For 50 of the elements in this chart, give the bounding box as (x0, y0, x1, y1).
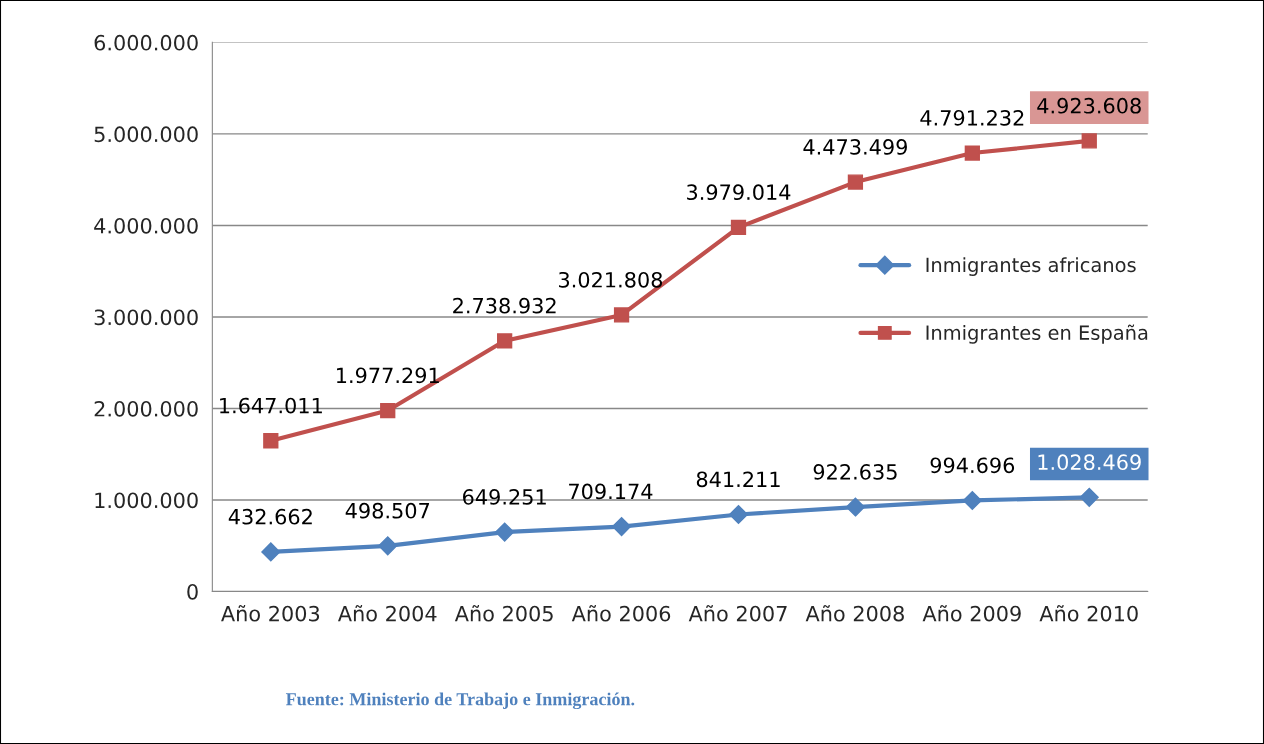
y-tick-label: 1.000.000 (95, 492, 198, 509)
data-label: 1.977.291 (337, 367, 439, 384)
y-tick-label: 6.000.000 (94, 34, 198, 51)
data-label: 1.028.469 (1038, 454, 1141, 471)
point (1079, 487, 1099, 507)
point (1081, 133, 1097, 149)
legend-label: Inmigrantes en España (926, 324, 1148, 344)
legend-label: Inmigrantes africanos (926, 257, 1136, 276)
data-label: 3.021.808 (559, 271, 663, 288)
x-tick-label: Año 2005 (454, 605, 553, 622)
data-label: 649.251 (463, 489, 546, 505)
point (730, 219, 747, 235)
point (378, 536, 398, 556)
x-tick-label: Año 2007 (688, 605, 787, 622)
point (612, 517, 632, 537)
point (847, 174, 864, 190)
data-label: 498.507 (345, 502, 430, 519)
x-tick-label: Año 2006 (571, 605, 671, 622)
point (613, 307, 630, 323)
y-tick-label: 4.000.000 (94, 217, 198, 234)
point (962, 490, 982, 510)
y-tick-label: 5.000.000 (94, 126, 198, 143)
x-tick-label: Año 2009 (922, 605, 1021, 622)
data-label: 2.738.932 (453, 297, 556, 314)
data-label: 841.211 (696, 471, 780, 488)
point (964, 145, 980, 161)
data-label: 1.647.011 (220, 397, 322, 414)
point (380, 402, 396, 419)
data-label: 994.696 (930, 457, 1015, 474)
y-tick-label: 0 (187, 583, 198, 600)
point (261, 542, 281, 562)
source-note: Fuente: Ministerio de Trabajo e Inmigración. (285, 692, 635, 710)
data-label: 4.473.499 (803, 139, 907, 155)
y-tick-label: 3.000.000 (94, 309, 198, 326)
point (845, 497, 865, 517)
data-label: 922.635 (813, 464, 897, 480)
x-tick-label: Año 2008 (805, 605, 904, 622)
point (263, 433, 279, 449)
data-label: 4.791.232 (920, 109, 1024, 126)
data-label: 709.174 (569, 483, 653, 500)
x-tick-label: Año 2010 (1039, 605, 1138, 622)
y-tick-label: 2.000.000 (94, 400, 198, 417)
data-label: 3.979.014 (687, 184, 791, 201)
data-label: 432.662 (228, 508, 312, 525)
point (728, 504, 749, 525)
point (497, 333, 513, 349)
x-tick-label: Año 2004 (337, 605, 437, 622)
data-label: 4.923.608 (1037, 97, 1141, 114)
x-tick-label: Año 2003 (221, 605, 320, 622)
point (495, 522, 515, 542)
